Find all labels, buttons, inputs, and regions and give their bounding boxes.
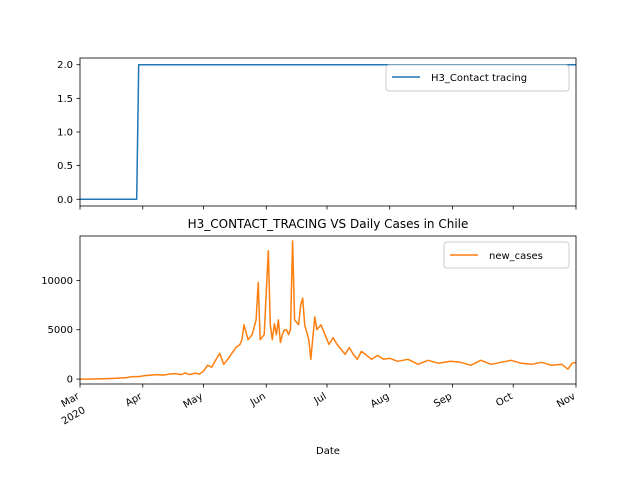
y-tick-label: 2.0 — [57, 60, 73, 71]
series-line-new-cases — [80, 240, 577, 380]
legend-box — [385, 64, 570, 92]
contact-tracing-subplot: 0.0 0.5 1.0 1.5 2.0 H3_Contact tracing — [57, 57, 577, 210]
y-tick-label: 0 — [67, 375, 73, 386]
daily-cases-frame — [79, 235, 577, 385]
x-tick-label: May — [182, 391, 205, 411]
daily-cases-y-ticks: 0 5000 10000 — [41, 276, 80, 386]
x-tick-label: Nov — [555, 391, 577, 410]
contact-tracing-x-ticks — [79, 206, 577, 210]
y-tick-label: 1.0 — [57, 128, 73, 139]
x-tick-label: Oct — [494, 391, 515, 409]
x-tick-label: Jul — [312, 391, 329, 407]
x-tick-label: Jun — [248, 391, 268, 409]
y-tick-label: 10000 — [41, 276, 73, 287]
contact-tracing-legend: H3_Contact tracing — [385, 64, 570, 92]
x-tick-label: Sep — [432, 391, 454, 410]
x-tick-label: Apr — [124, 391, 145, 410]
contact-tracing-y-ticks: 0.0 0.5 1.0 1.5 2.0 — [57, 60, 80, 206]
chart-title: H3_CONTACT_TRACING VS Daily Cases in Chi… — [188, 217, 469, 231]
series-line-h3-contact-tracing — [80, 63, 576, 201]
legend-label-new-cases: new_cases — [489, 251, 543, 262]
daily-cases-legend: new_cases — [443, 241, 570, 269]
legend-box — [443, 241, 570, 269]
daily-cases-subplot: H3_CONTACT_TRACING VS Daily Cases in Chi… — [41, 217, 577, 457]
daily-cases-series-group — [80, 240, 577, 380]
y-tick-label: 1.5 — [57, 94, 73, 105]
y-tick-label: 0.0 — [57, 195, 73, 206]
x-axis-label: Date — [316, 446, 340, 457]
legend-label-h3-contact-tracing: H3_Contact tracing — [431, 73, 527, 84]
contact-tracing-series-group — [80, 63, 576, 201]
y-tick-label: 0.5 — [57, 161, 73, 172]
x-tick-label: Aug — [369, 391, 391, 410]
contact-tracing-frame — [79, 57, 577, 207]
y-tick-label: 5000 — [48, 325, 73, 336]
